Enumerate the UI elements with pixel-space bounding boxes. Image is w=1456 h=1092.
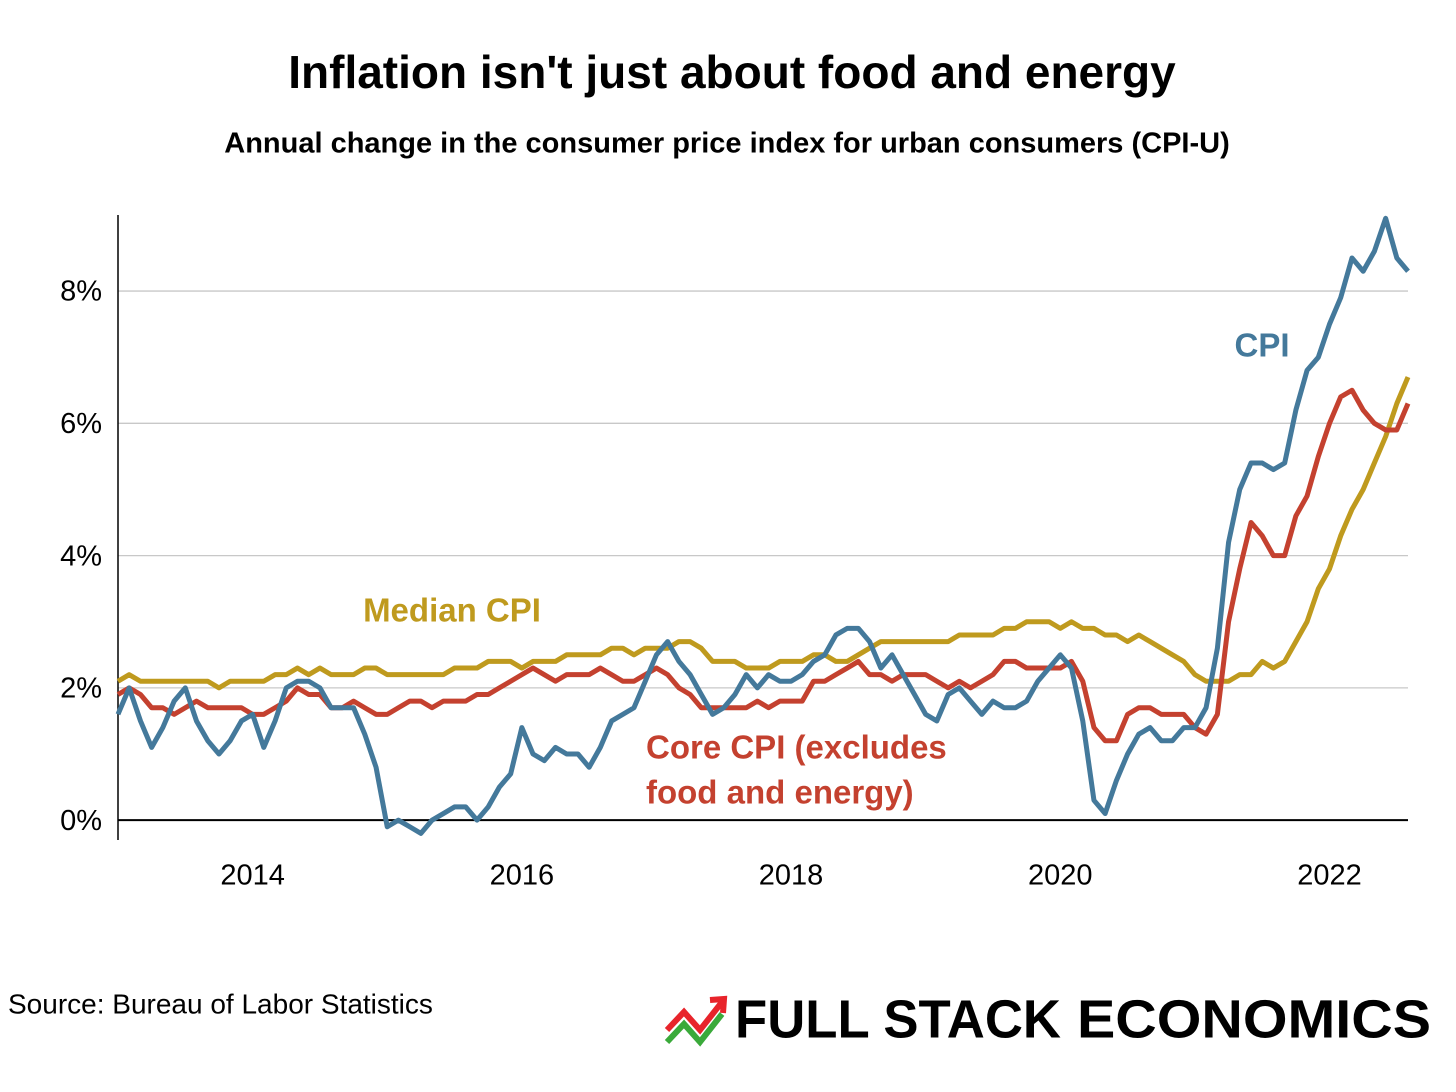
y-tick-label: 4% <box>60 540 102 572</box>
series-line <box>116 376 1411 691</box>
y-tick-label: 8% <box>60 276 102 308</box>
y-tick-label: 0% <box>60 805 102 837</box>
logo-arrow <box>664 1000 725 1035</box>
logo-line <box>664 1012 725 1047</box>
logo-arrow-head <box>709 995 728 1014</box>
series-line <box>115 215 1410 836</box>
chart-title: Inflation isn't just about food and ener… <box>288 46 1176 98</box>
x-tick-label: 2018 <box>759 860 824 892</box>
logo-icon <box>664 995 728 1047</box>
x-tick-label: 2020 <box>1028 860 1093 892</box>
series-label: CPI <box>1234 327 1289 364</box>
source-note: Source: Bureau of Labor Statistics <box>8 988 433 1019</box>
chart-subtitle: Annual change in the consumer price inde… <box>224 128 1230 160</box>
x-tick-label: 2014 <box>220 860 285 892</box>
x-tick-label: 2016 <box>490 860 555 892</box>
series-label: food and energy) <box>646 774 914 811</box>
series-label: Core CPI (excludes <box>646 729 947 766</box>
y-tick-label: 6% <box>60 408 102 440</box>
logo-text: ECONOMICS <box>1077 989 1431 1049</box>
logo-text: FULL STACK <box>735 989 1061 1049</box>
series-label: Median CPI <box>363 592 541 629</box>
x-tick-label: 2022 <box>1297 860 1362 892</box>
y-tick-label: 2% <box>60 673 102 705</box>
